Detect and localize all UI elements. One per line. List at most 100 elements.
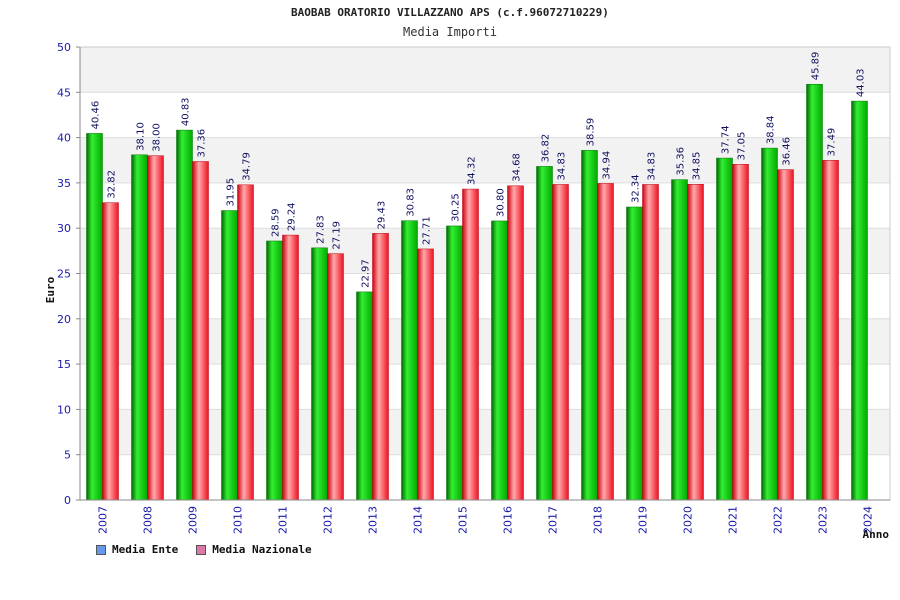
grid-band [80,47,890,93]
data-label: 34.32 [467,156,478,185]
data-label: 34.68 [512,153,523,182]
data-label: 30.83 [406,188,417,217]
data-label: 27.71 [422,216,433,245]
data-label: 44.03 [856,68,867,97]
y-tick-label: 10 [57,403,71,416]
bar-media-nazionale [687,184,704,501]
data-label: 37.74 [721,125,732,154]
bar-media-nazionale [372,233,389,501]
grid-band [80,318,890,365]
x-tick-label: 2007 [97,506,110,534]
grid-band [80,228,890,274]
bar-media-ente [806,83,823,501]
bar-media-nazionale [102,202,119,501]
legend-item-media-nazionale: Media Nazionale [196,543,312,556]
x-tick-label: 2022 [772,506,785,534]
data-label: 37.05 [737,132,748,161]
grid-band [80,182,890,229]
bar-media-ente [536,166,553,501]
data-label: 22.97 [361,259,372,288]
bar-media-nazionale [732,164,749,501]
data-label: 38.84 [766,115,777,144]
bar-media-nazionale [507,185,524,501]
y-tick-label: 25 [57,268,71,281]
x-tick-label: 2019 [637,506,650,534]
x-tick-label: 2015 [457,506,470,534]
data-label: 45.89 [811,52,822,81]
data-label: 32.34 [631,174,642,203]
data-label: 34.83 [557,152,568,181]
legend-item-media-ente: Media Ente [96,543,178,556]
x-tick-label: 2008 [142,506,155,534]
grid-band [80,409,890,455]
grid-band [80,137,890,183]
bar-media-nazionale [822,160,839,501]
grid-band [80,92,890,138]
grid-band [80,454,890,500]
y-tick-label: 45 [57,86,71,99]
x-tick-label: 2016 [502,506,515,534]
x-axis-title: Anno [863,528,890,541]
data-label: 32.82 [107,170,118,199]
data-label: 30.80 [496,188,507,217]
bar-media-ente [761,147,778,501]
data-label: 34.79 [242,152,253,181]
legend-swatch-media-ente [96,544,106,555]
data-label: 35.36 [676,147,687,176]
y-tick-label: 5 [64,449,71,462]
data-label: 27.19 [332,221,343,250]
data-label: 38.10 [136,122,147,151]
data-label: 34.85 [692,152,703,181]
bar-media-nazionale [237,184,254,501]
y-tick-label: 20 [57,313,71,326]
bar-media-ente [266,240,283,501]
x-tick-label: 2020 [682,506,695,534]
x-tick-label: 2014 [412,506,425,534]
data-label: 29.43 [377,201,388,230]
bar-media-ente [671,179,688,501]
legend-label-media-nazionale: Media Nazionale [212,543,312,556]
x-tick-label: 2017 [547,506,560,534]
data-label: 29.24 [287,202,298,231]
bar-media-ente [221,210,238,501]
legend-label-media-ente: Media Ente [112,543,179,556]
x-tick-label: 2021 [727,506,740,534]
x-tick-label: 2009 [187,506,200,534]
bar-media-ente [851,100,868,501]
bar-media-ente [446,225,463,501]
y-tick-label: 15 [57,358,71,371]
data-label: 27.83 [316,215,327,244]
bar-media-ente [131,154,148,501]
data-label: 40.83 [181,97,192,126]
data-label: 40.46 [91,101,102,130]
grid-band [80,364,890,410]
y-tick-label: 50 [57,41,71,54]
y-axis-title: Euro [44,276,57,303]
bar-media-nazionale [597,183,614,501]
bar-media-ente [716,157,733,501]
data-label: 37.49 [827,128,838,157]
x-tick-label: 2011 [277,506,290,534]
bar-media-nazionale [642,184,659,501]
chart-legend: Media Ente Media Nazionale [96,543,312,556]
legend-swatch-media-nazionale [196,544,207,555]
x-tick-label: 2018 [592,506,605,534]
bar-media-ente [311,247,328,501]
bar-media-nazionale [777,169,794,501]
data-label: 34.83 [647,152,658,181]
x-tick-label: 2013 [367,506,380,534]
bar-media-ente [356,291,373,501]
data-label: 34.94 [602,151,613,180]
bar-media-ente [401,220,418,501]
bar-media-nazionale [147,155,164,501]
data-label: 38.00 [152,123,163,152]
chart-title: BAOBAB ORATORIO VILLAZZANO APS (c.f.9607… [291,6,609,19]
bar-media-ente [581,150,598,501]
y-tick-label: 40 [57,132,71,145]
x-tick-label: 2024 [862,506,875,534]
bar-media-nazionale [327,253,344,501]
bar-media-ente [491,220,508,501]
data-label: 30.25 [451,193,462,222]
x-tick-label: 2010 [232,506,245,534]
